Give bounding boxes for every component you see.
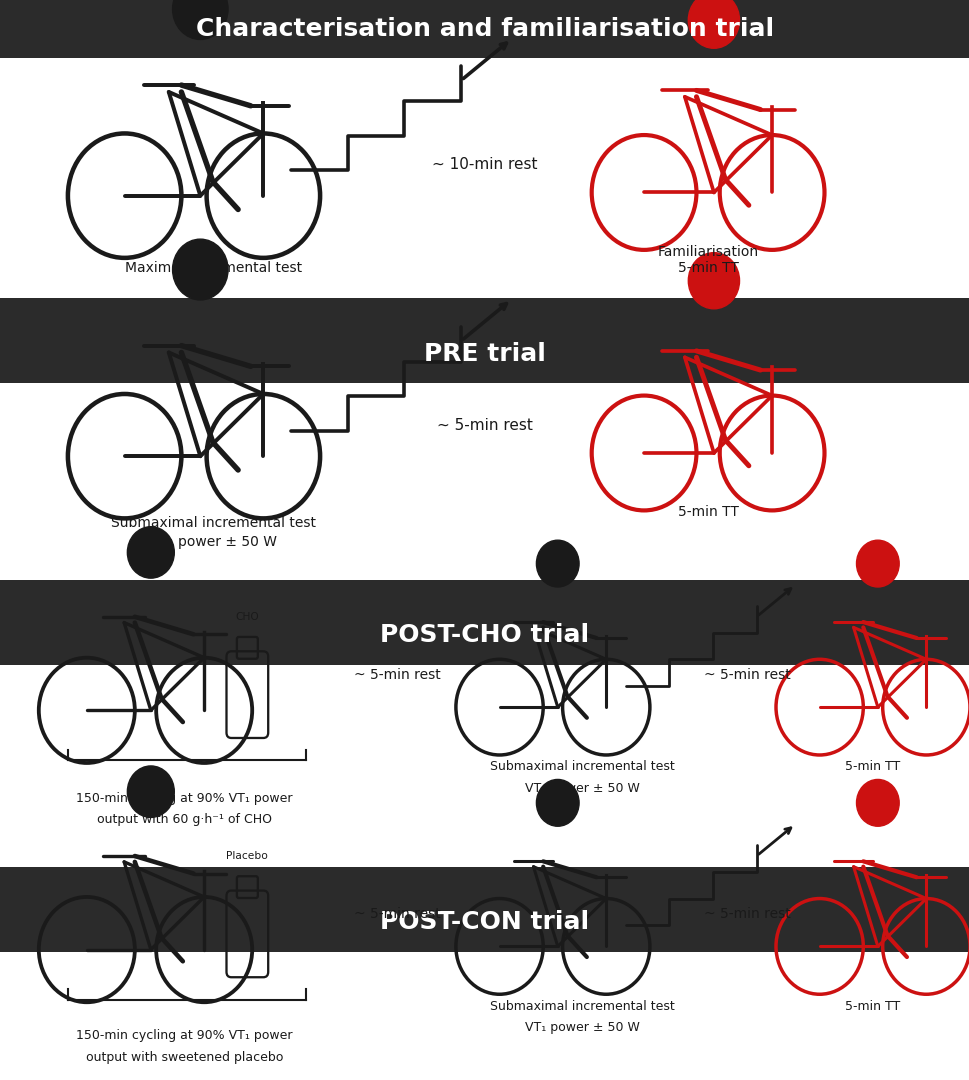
Text: 150-min cycling at 90% VT₁ power: 150-min cycling at 90% VT₁ power [76, 793, 293, 806]
Text: 5-min TT: 5-min TT [845, 1000, 899, 1013]
Circle shape [172, 239, 228, 300]
Text: Familiarisation
5-min TT: Familiarisation 5-min TT [657, 244, 758, 274]
Circle shape [856, 540, 898, 586]
Text: CHO: CHO [235, 611, 259, 621]
Text: Characterisation and familiarisation trial: Characterisation and familiarisation tri… [196, 17, 773, 41]
Bar [0, 606, 969, 664]
Text: ~ 5-min rest: ~ 5-min rest [703, 907, 790, 921]
Circle shape [127, 766, 174, 818]
Text: ~ 5-min rest: ~ 5-min rest [437, 418, 532, 433]
Text: 150-min cycling at 90% VT₁ power: 150-min cycling at 90% VT₁ power [76, 1029, 293, 1042]
Text: output with sweetened placebo: output with sweetened placebo [85, 1051, 283, 1064]
Text: ~ 5-min rest: ~ 5-min rest [354, 669, 441, 683]
Circle shape [856, 780, 898, 826]
Circle shape [688, 0, 738, 49]
Text: ~ 5-min rest: ~ 5-min rest [703, 669, 790, 683]
Text: ~ 10-min rest: ~ 10-min rest [432, 158, 537, 173]
Text: VT₁ power ± 50 W: VT₁ power ± 50 W [150, 535, 276, 549]
Bar [0, 58, 969, 298]
Text: POST-CON trial: POST-CON trial [380, 910, 589, 934]
Text: Placebo: Placebo [226, 851, 268, 861]
Circle shape [536, 780, 578, 826]
Circle shape [536, 540, 578, 586]
Text: POST-CHO trial: POST-CHO trial [380, 623, 589, 647]
Text: VT₁ power ± 50 W: VT₁ power ± 50 W [524, 1021, 639, 1034]
Text: 5-min TT: 5-min TT [845, 760, 899, 773]
Bar [0, 0, 969, 58]
Bar [0, 324, 969, 382]
Bar [0, 951, 969, 1080]
Text: PRE trial: PRE trial [423, 341, 546, 365]
Text: VT₁ power ± 50 W: VT₁ power ± 50 W [524, 782, 639, 795]
Bar [0, 664, 969, 866]
Text: output with 60 g·h⁻¹ of CHO: output with 60 g·h⁻¹ of CHO [97, 813, 271, 826]
Text: Submaximal incremental test: Submaximal incremental test [110, 516, 316, 529]
Bar [0, 382, 969, 580]
Text: Random order: Random order [16, 667, 32, 789]
Text: Submaximal incremental test: Submaximal incremental test [489, 760, 673, 773]
Circle shape [688, 253, 738, 309]
Circle shape [172, 0, 228, 40]
Circle shape [127, 527, 174, 578]
Text: ~ 5-min rest: ~ 5-min rest [354, 907, 441, 921]
Text: Maximal incremental test: Maximal incremental test [125, 260, 301, 274]
Bar [0, 893, 969, 951]
Text: Submaximal incremental test: Submaximal incremental test [489, 1000, 673, 1013]
Text: 5-min TT: 5-min TT [677, 505, 737, 519]
